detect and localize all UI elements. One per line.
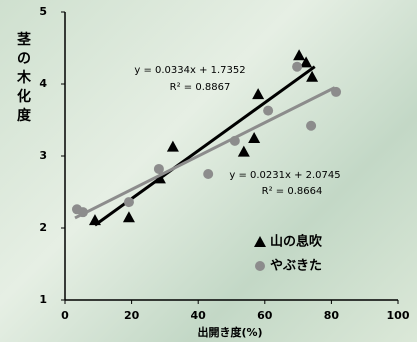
x-tick-label: 80 bbox=[324, 309, 340, 322]
point bbox=[122, 211, 135, 223]
y-axis-label: 茎の木化度 bbox=[16, 31, 32, 124]
point bbox=[292, 61, 303, 72]
point bbox=[248, 132, 261, 143]
point bbox=[88, 214, 101, 226]
point bbox=[300, 56, 313, 68]
point bbox=[77, 207, 88, 218]
trend-r2: R² = 0.8867 bbox=[170, 82, 231, 93]
point bbox=[153, 163, 164, 174]
point bbox=[123, 197, 134, 208]
y-tick-label: 3 bbox=[39, 149, 47, 162]
y-tick-label: 5 bbox=[39, 5, 47, 18]
x-tick-label: 0 bbox=[61, 309, 69, 322]
point bbox=[229, 135, 240, 146]
trendline bbox=[74, 86, 336, 220]
point bbox=[306, 120, 317, 131]
y-tick-label: 2 bbox=[39, 221, 47, 234]
legend-label: 山の息吹 bbox=[270, 234, 322, 250]
x-tick-label: 60 bbox=[257, 309, 273, 322]
point bbox=[306, 70, 319, 82]
legend-marker bbox=[255, 261, 265, 271]
x-tick-label: 20 bbox=[124, 309, 140, 322]
legend-marker bbox=[254, 236, 266, 247]
point bbox=[237, 145, 250, 157]
x-tick-label: 40 bbox=[191, 309, 207, 322]
plot-frame bbox=[65, 12, 398, 300]
point bbox=[331, 86, 342, 97]
trend-r2: R² = 0.8664 bbox=[262, 186, 323, 197]
point bbox=[263, 105, 274, 116]
trend-equation: y = 0.0231x + 2.0745 bbox=[229, 170, 340, 181]
y-tick-label: 4 bbox=[39, 77, 47, 90]
point bbox=[252, 88, 265, 100]
y-tick-label: 1 bbox=[39, 293, 47, 306]
point bbox=[166, 140, 179, 152]
trend-equation: y = 0.0334x + 1.7352 bbox=[134, 65, 245, 76]
point bbox=[153, 172, 166, 184]
x-axis-label: 出開き度(%) bbox=[197, 325, 262, 339]
legend-label: やぶきた bbox=[270, 259, 322, 274]
x-tick-label: 100 bbox=[387, 309, 410, 322]
point bbox=[203, 169, 214, 179]
point bbox=[293, 49, 306, 61]
